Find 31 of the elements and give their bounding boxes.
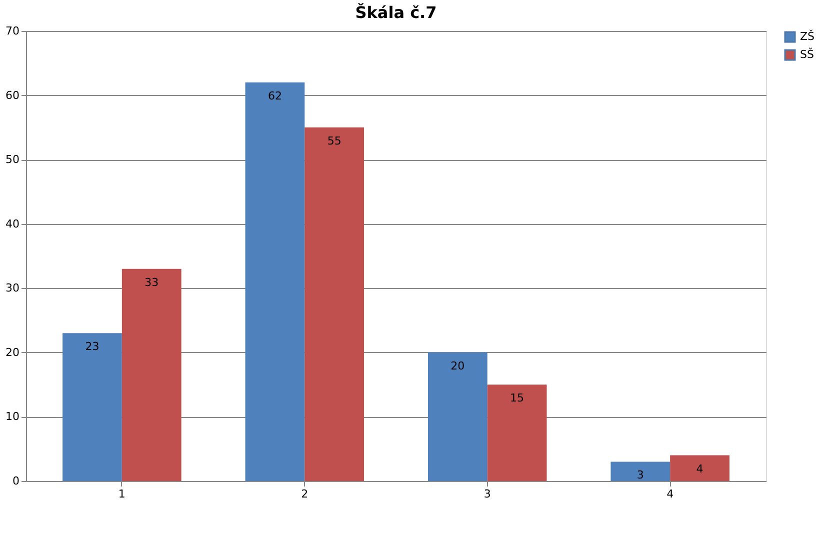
bar — [487, 384, 547, 481]
y-tick-label: 70 — [6, 24, 20, 38]
x-tick-label: 3 — [484, 488, 491, 500]
y-tick-label: 40 — [6, 217, 20, 230]
legend-label: SŠ — [800, 47, 814, 61]
data-label: 15 — [510, 392, 524, 405]
chart-title: Škála č.7 — [355, 3, 437, 22]
data-label: 20 — [450, 359, 465, 372]
bar — [122, 268, 182, 481]
bar — [62, 333, 122, 481]
data-label: 33 — [144, 276, 159, 289]
bar — [670, 455, 730, 481]
data-label: 23 — [85, 340, 100, 354]
data-label: 62 — [268, 89, 282, 102]
bar — [304, 127, 364, 481]
y-tick-label: 30 — [6, 282, 20, 295]
x-tick-label: 1 — [118, 488, 126, 500]
data-label: 4 — [696, 462, 704, 476]
x-tick-label: 2 — [301, 488, 308, 500]
y-tick-label: 60 — [6, 88, 20, 102]
y-tick-label: 10 — [6, 410, 20, 424]
y-tick-label: 20 — [6, 346, 20, 359]
bar — [245, 82, 305, 481]
bar — [428, 352, 488, 481]
data-label: 55 — [327, 134, 342, 148]
y-tick-label: 50 — [6, 153, 20, 166]
x-tick-label: 4 — [666, 488, 674, 500]
data-label: 3 — [636, 468, 644, 482]
y-tick-label: 0 — [12, 474, 20, 488]
legend-label: ZŠ — [800, 29, 815, 43]
bar — [610, 462, 670, 481]
